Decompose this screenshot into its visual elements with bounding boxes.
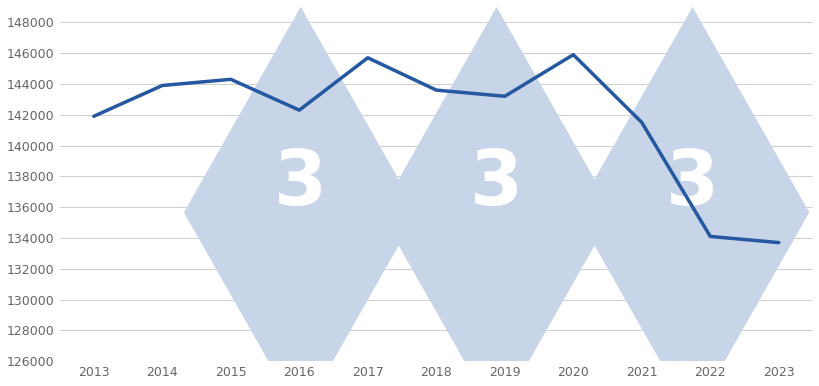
Text: 3: 3 <box>469 147 523 221</box>
Text: 3: 3 <box>665 147 718 221</box>
Polygon shape <box>183 7 417 386</box>
Polygon shape <box>575 7 808 386</box>
Text: 3: 3 <box>274 147 327 221</box>
Polygon shape <box>379 7 613 386</box>
